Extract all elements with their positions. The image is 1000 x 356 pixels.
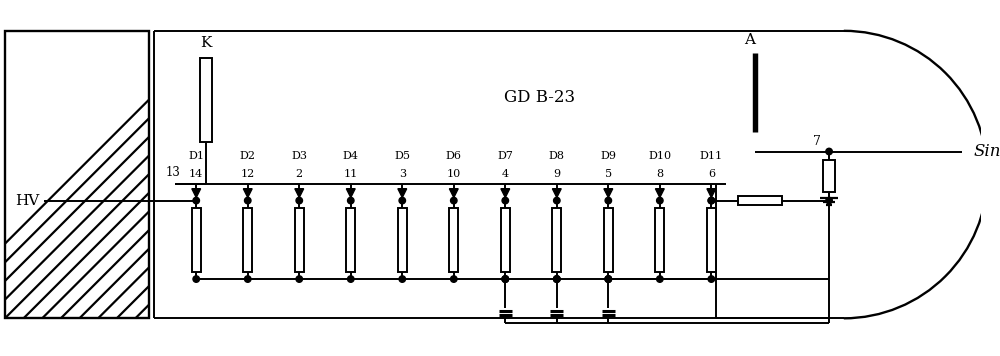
Circle shape xyxy=(708,276,715,282)
Polygon shape xyxy=(707,189,716,198)
Circle shape xyxy=(296,276,302,282)
Text: D8: D8 xyxy=(549,151,565,161)
Circle shape xyxy=(657,276,663,282)
Circle shape xyxy=(605,276,612,282)
Text: 13: 13 xyxy=(165,166,180,179)
Text: 5: 5 xyxy=(605,169,612,179)
Text: 8: 8 xyxy=(656,169,663,179)
Circle shape xyxy=(502,197,509,204)
Text: D2: D2 xyxy=(240,151,256,161)
Bar xyxy=(243,208,252,272)
Text: 12: 12 xyxy=(241,169,255,179)
Text: 4: 4 xyxy=(502,169,509,179)
Polygon shape xyxy=(243,189,252,198)
Polygon shape xyxy=(655,189,664,198)
Text: 10: 10 xyxy=(447,169,461,179)
Bar xyxy=(346,208,355,272)
Circle shape xyxy=(502,276,509,282)
Circle shape xyxy=(399,197,406,204)
Bar xyxy=(449,208,458,272)
Circle shape xyxy=(502,276,509,282)
Text: D5: D5 xyxy=(394,151,410,161)
Circle shape xyxy=(554,276,560,282)
Circle shape xyxy=(826,148,832,155)
Polygon shape xyxy=(192,189,201,198)
Text: D4: D4 xyxy=(343,151,359,161)
Circle shape xyxy=(554,276,560,282)
Polygon shape xyxy=(449,189,458,198)
Text: GD B-23: GD B-23 xyxy=(504,89,575,106)
Bar xyxy=(552,208,561,272)
Text: 11: 11 xyxy=(344,169,358,179)
Polygon shape xyxy=(398,189,407,198)
Circle shape xyxy=(554,197,560,204)
Circle shape xyxy=(399,276,406,282)
Circle shape xyxy=(245,276,251,282)
Circle shape xyxy=(605,276,612,282)
Polygon shape xyxy=(501,189,510,198)
Circle shape xyxy=(348,197,354,204)
Text: D10: D10 xyxy=(648,151,671,161)
Circle shape xyxy=(826,197,832,204)
Text: K: K xyxy=(200,36,212,49)
Circle shape xyxy=(502,276,509,282)
Text: 2: 2 xyxy=(296,169,303,179)
Text: D7: D7 xyxy=(497,151,513,161)
Circle shape xyxy=(708,197,715,204)
Bar xyxy=(655,208,664,272)
Circle shape xyxy=(451,276,457,282)
Polygon shape xyxy=(552,189,561,198)
Circle shape xyxy=(193,197,199,204)
Circle shape xyxy=(605,276,612,282)
Circle shape xyxy=(296,197,302,204)
Polygon shape xyxy=(346,189,355,198)
Bar xyxy=(192,208,201,272)
Bar xyxy=(398,208,407,272)
Text: D1: D1 xyxy=(188,151,204,161)
Circle shape xyxy=(451,197,457,204)
Bar xyxy=(295,208,304,272)
Polygon shape xyxy=(604,189,613,198)
Circle shape xyxy=(245,197,251,204)
Polygon shape xyxy=(295,189,304,198)
Bar xyxy=(501,208,510,272)
Text: D6: D6 xyxy=(446,151,462,161)
Bar xyxy=(707,208,716,272)
Bar xyxy=(738,196,782,205)
Text: 9: 9 xyxy=(553,169,560,179)
Text: 7: 7 xyxy=(813,135,821,148)
Bar xyxy=(823,160,835,192)
Bar xyxy=(5,31,149,318)
Circle shape xyxy=(554,276,560,282)
Circle shape xyxy=(348,276,354,282)
Circle shape xyxy=(193,276,199,282)
Bar xyxy=(200,58,212,142)
Circle shape xyxy=(708,197,715,204)
Text: 14: 14 xyxy=(189,169,203,179)
Text: A: A xyxy=(744,33,755,47)
Text: Sin: Sin xyxy=(973,143,1000,160)
Text: HV: HV xyxy=(15,194,39,208)
Text: D11: D11 xyxy=(700,151,723,161)
Circle shape xyxy=(605,197,612,204)
Text: 6: 6 xyxy=(708,169,715,179)
Text: D3: D3 xyxy=(291,151,307,161)
Bar xyxy=(604,208,613,272)
Circle shape xyxy=(657,197,663,204)
Text: 3: 3 xyxy=(399,169,406,179)
Text: D9: D9 xyxy=(600,151,616,161)
